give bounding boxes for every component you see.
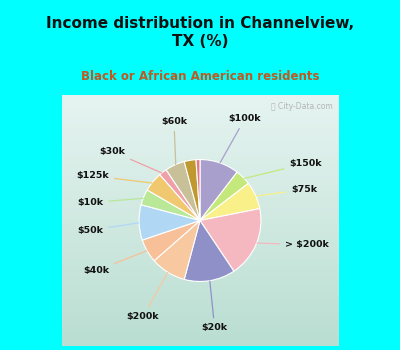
Text: > $200k: > $200k	[257, 240, 329, 250]
Text: $20k: $20k	[202, 281, 228, 332]
Wedge shape	[200, 209, 261, 271]
Text: $40k: $40k	[83, 251, 147, 275]
Text: $150k: $150k	[244, 159, 322, 178]
Wedge shape	[139, 205, 200, 240]
Text: ⓘ City-Data.com: ⓘ City-Data.com	[271, 102, 333, 111]
Text: $200k: $200k	[127, 273, 168, 321]
Wedge shape	[142, 220, 200, 261]
Text: $100k: $100k	[220, 114, 261, 163]
Wedge shape	[154, 220, 200, 279]
Text: $125k: $125k	[76, 171, 152, 183]
Wedge shape	[141, 190, 200, 220]
Text: $50k: $50k	[77, 223, 139, 235]
Text: Black or African American residents: Black or African American residents	[81, 70, 319, 83]
Wedge shape	[160, 170, 200, 220]
Text: $10k: $10k	[77, 198, 143, 207]
Wedge shape	[166, 162, 200, 220]
Wedge shape	[184, 160, 200, 220]
Text: $75k: $75k	[256, 185, 317, 196]
Wedge shape	[147, 175, 200, 220]
Wedge shape	[196, 160, 200, 220]
Wedge shape	[200, 183, 260, 220]
Text: $60k: $60k	[161, 117, 187, 164]
Wedge shape	[184, 220, 234, 281]
Wedge shape	[200, 172, 248, 220]
Wedge shape	[200, 160, 237, 220]
Text: $30k: $30k	[99, 147, 162, 173]
Text: Income distribution in Channelview,
TX (%): Income distribution in Channelview, TX (…	[46, 16, 354, 49]
